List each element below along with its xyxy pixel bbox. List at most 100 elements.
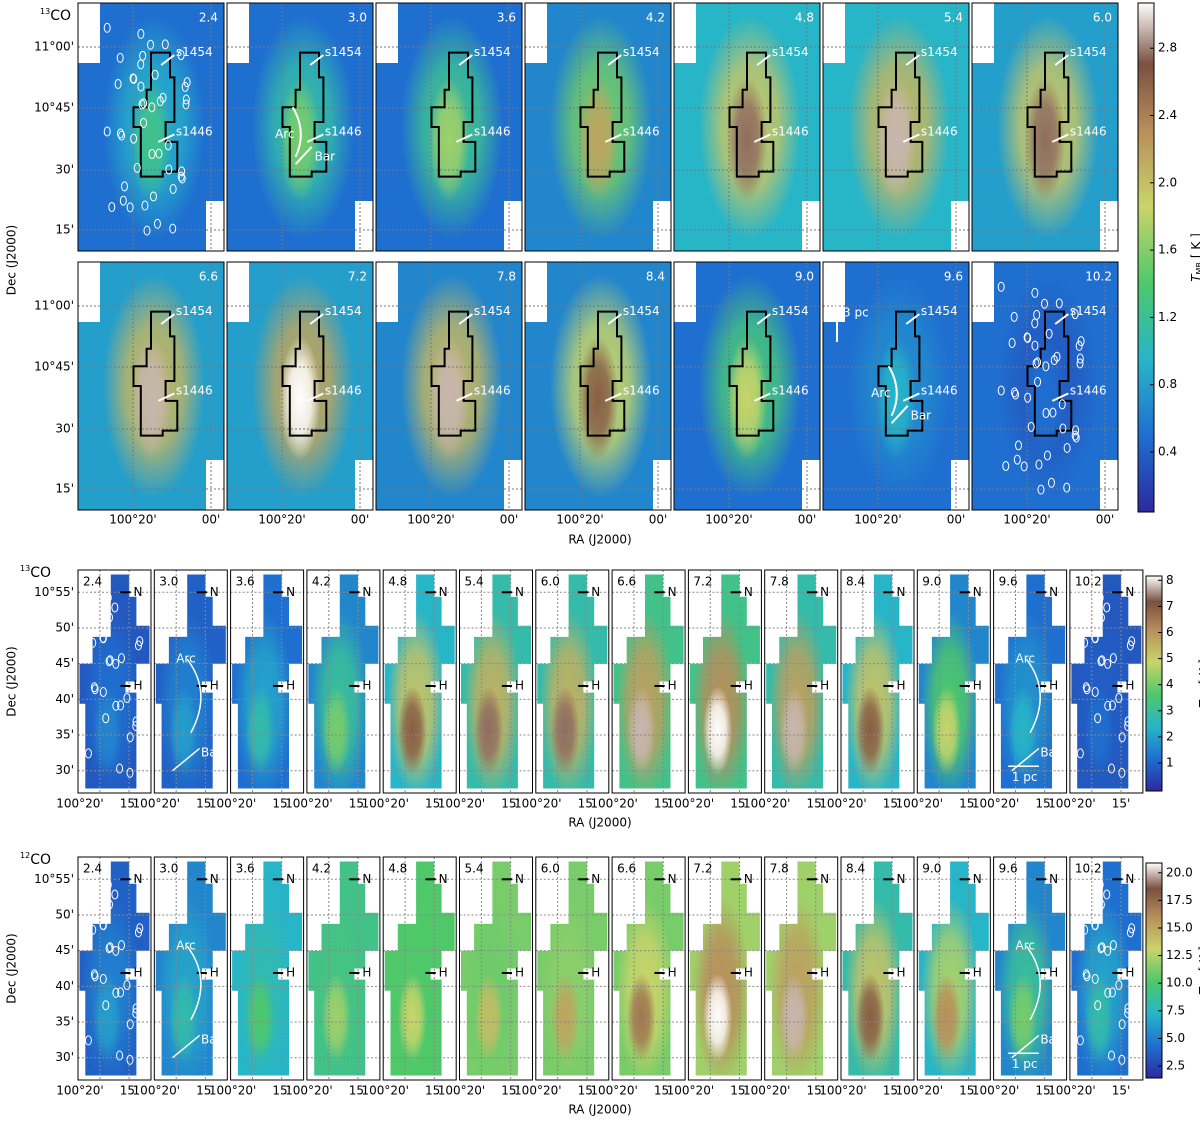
- bar: [294, 146, 313, 165]
- source-ellipse: [1014, 440, 1022, 451]
- ra-tick-label: 15': [1112, 1084, 1131, 1098]
- colorbar-tick-label: 1: [1166, 756, 1174, 770]
- marker-label: H: [362, 965, 371, 979]
- velocity-label: 10.2: [1075, 575, 1102, 589]
- source-ellipse: [177, 171, 185, 182]
- source-ellipse: [148, 149, 156, 160]
- molecule-label: 12CO: [20, 851, 51, 869]
- velocity-label: 3.6: [236, 575, 255, 589]
- source-ellipse: [1107, 763, 1115, 774]
- emission: [626, 685, 656, 776]
- dec-tick-label: 50': [55, 620, 74, 634]
- source-ellipse: [1032, 358, 1040, 369]
- ra-tick-label: 100°20': [590, 797, 637, 811]
- source-ellipse: [1115, 980, 1123, 991]
- marker-label: H: [896, 965, 905, 979]
- emission: [168, 972, 199, 1063]
- panel-frame: [993, 569, 1068, 794]
- label-part: CO: [50, 8, 71, 24]
- no-coverage: [355, 201, 373, 251]
- cloud-outline: [728, 310, 775, 437]
- source-ellipse: [1094, 1000, 1102, 1011]
- source-ellipse: [112, 700, 120, 711]
- marker-label: N: [820, 585, 829, 599]
- no-coverage: [674, 3, 696, 63]
- ra-tick-label: 15': [272, 1084, 291, 1098]
- source-ellipse: [1053, 351, 1061, 362]
- marker-label: N: [1125, 872, 1134, 886]
- ra-tick-label: 100°20': [56, 1084, 103, 1098]
- dec-axis-label: Dec (J2000): [5, 646, 19, 716]
- ra-tick-label: 100°20': [972, 1084, 1019, 1098]
- cloud-outline: [877, 310, 924, 437]
- no-coverage: [951, 201, 969, 251]
- ra-tick-label: 15': [120, 797, 139, 811]
- bar: [890, 405, 909, 424]
- panel-frame: [77, 856, 152, 1081]
- source-ellipse: [1109, 653, 1117, 664]
- source-ellipse: [132, 1003, 140, 1014]
- velocity-label: 8.4: [846, 862, 865, 876]
- no-coverage: [504, 201, 522, 251]
- marker-label: N: [439, 872, 448, 886]
- bar: [172, 747, 201, 772]
- feature-label: Arc: [1016, 939, 1035, 953]
- source-label: s1446: [772, 383, 809, 397]
- ra-tick-label: 15': [654, 1084, 673, 1098]
- source-label: s1446: [325, 383, 362, 397]
- marker-label: N: [1049, 585, 1058, 599]
- source-ellipse: [140, 117, 148, 128]
- emission: [931, 972, 962, 1063]
- marker-label: H: [515, 965, 524, 979]
- velocity-label: 4.8: [795, 11, 814, 25]
- source-ellipse: [117, 653, 125, 664]
- label-part: T: [1197, 986, 1200, 995]
- ra-tick-label: 100°20': [1048, 797, 1095, 811]
- marker-label: H: [362, 678, 371, 692]
- no-coverage: [355, 460, 373, 510]
- source-ellipse: [99, 633, 107, 644]
- source-ellipse: [1124, 721, 1132, 732]
- pointer: [604, 133, 622, 143]
- source-ellipse: [112, 658, 120, 669]
- source-ellipse: [1096, 879, 1104, 890]
- marker-label: N: [210, 872, 219, 886]
- emission: [397, 972, 427, 1063]
- velocity-label: 6.0: [1093, 11, 1112, 25]
- ra-tick-label: 00': [798, 513, 817, 527]
- source-label: s1446: [1070, 124, 1107, 138]
- ra-tick-label: 100°20': [590, 1084, 637, 1098]
- marker-label: N: [668, 585, 677, 599]
- ra-tick-label: 100°20': [667, 797, 714, 811]
- cloud-outline: [281, 51, 328, 178]
- emission: [779, 972, 809, 1063]
- source-ellipse: [137, 28, 145, 39]
- pointer: [905, 54, 920, 66]
- panel-frame: [226, 261, 374, 511]
- source-ellipse: [116, 128, 124, 139]
- source-ellipse: [1063, 442, 1071, 453]
- no-coverage: [802, 460, 820, 510]
- source-ellipse: [997, 281, 1005, 292]
- panel-frame: [1069, 856, 1144, 1081]
- dec-tick-label: 30': [55, 763, 74, 777]
- source-ellipse: [1103, 602, 1111, 613]
- emission: [245, 972, 275, 1063]
- ra-tick-label: 15': [349, 797, 368, 811]
- no-coverage: [1100, 201, 1118, 251]
- dec-tick-label: 10°55': [34, 585, 74, 599]
- feature-label: Bar: [1040, 1032, 1061, 1046]
- source-ellipse: [1037, 484, 1045, 495]
- no-coverage: [653, 201, 671, 251]
- source-ellipse: [119, 195, 127, 206]
- label-part: 13: [40, 7, 50, 16]
- ra-tick-label: 15': [1112, 797, 1131, 811]
- cloud-outline: [1026, 51, 1073, 178]
- source-ellipse: [137, 81, 145, 92]
- marker-label: H: [210, 965, 219, 979]
- source-ellipse: [117, 700, 125, 711]
- source-ellipse: [1049, 407, 1057, 418]
- source-ellipse: [132, 1008, 140, 1019]
- panel-frame: [971, 2, 1119, 252]
- source-ellipse: [108, 201, 116, 212]
